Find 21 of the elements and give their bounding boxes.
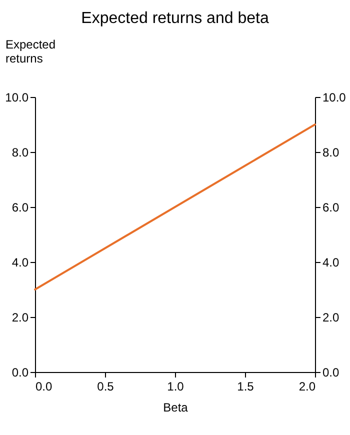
chart-title: Expected returns and beta [81,10,269,27]
y-tick-label: 8.0 [12,146,29,160]
x-tick-label: 2.0 [298,380,316,394]
y-axis-title: Expected returns [6,38,56,66]
y2-tick-label: 4.0 [322,256,340,270]
y2-tick-label: 10.0 [322,90,346,104]
y-tick-label: 6.0 [12,200,29,214]
y2-tick-label: 0.0 [322,366,340,380]
x-tick-label: 0.0 [36,380,53,394]
y-tick-label: 2.0 [12,310,29,324]
y2-tick-label: 6.0 [322,200,340,214]
y-tick-label: 4.0 [12,256,29,270]
y-tick-label: 0.0 [12,366,29,380]
y2-tick-label: 8.0 [322,146,340,160]
x-tick-label: 1.5 [237,380,254,394]
line-series [34,124,316,290]
x-tick-label: 0.5 [97,380,114,394]
x-tick-label: 1.0 [167,380,184,394]
y2-tick-label: 2.0 [322,310,340,324]
x-axis-title: Beta [163,400,188,414]
y-tick-label: 10.0 [5,90,29,104]
